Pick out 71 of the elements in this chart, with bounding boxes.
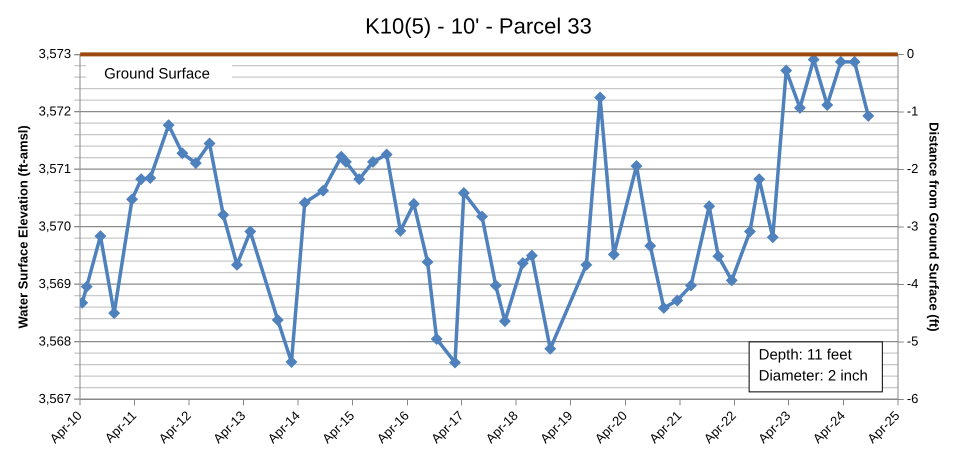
point — [581, 260, 592, 270]
point — [704, 200, 714, 212]
point — [340, 156, 352, 168]
y-axis-title: Water Surface Elevation (ft-amsl) — [15, 125, 30, 329]
point — [218, 210, 229, 220]
annotation: Depth: 11 feet — [758, 346, 853, 364]
point — [408, 198, 420, 210]
point — [245, 226, 256, 237]
point — [95, 230, 106, 242]
ref-line-label: Ground Surface — [104, 66, 210, 83]
chart-title: K10(5) - 10' - Parcel 33 — [365, 13, 592, 38]
point — [780, 65, 792, 76]
point — [163, 120, 174, 130]
point — [768, 232, 778, 242]
point — [658, 302, 670, 314]
y2-tick-label: -3 — [906, 218, 918, 234]
point — [594, 92, 606, 103]
point — [686, 280, 696, 291]
point — [450, 357, 460, 368]
point — [754, 174, 764, 184]
point — [336, 151, 347, 162]
point — [644, 240, 656, 252]
y2-tick-label: -2 — [906, 160, 918, 176]
point — [354, 174, 364, 184]
point — [381, 149, 392, 160]
point — [476, 211, 488, 222]
point — [836, 56, 846, 68]
point — [232, 260, 242, 270]
point — [863, 110, 874, 122]
point — [272, 314, 283, 326]
y2-tick-label: -4 — [906, 276, 918, 291]
annotation: Diameter: 2 inch — [758, 368, 868, 385]
y2-axis-title: Distance from Ground Surface (ft) — [926, 122, 942, 332]
point — [126, 194, 138, 205]
point — [431, 334, 442, 344]
point — [108, 308, 120, 318]
point — [526, 250, 538, 261]
point — [794, 102, 806, 114]
point — [545, 344, 556, 354]
point — [726, 275, 737, 286]
point — [299, 197, 310, 208]
point — [672, 295, 683, 306]
point — [422, 256, 433, 268]
y2-tick-label: -5 — [906, 333, 918, 348]
point — [608, 249, 620, 260]
y-tick-label: 3,568 — [38, 333, 72, 348]
point — [744, 226, 756, 237]
point — [490, 280, 502, 291]
y-tick-label: 3,573 — [38, 46, 72, 61]
y2-tick-label: -1 — [906, 103, 918, 118]
y-tick-label: 3,567 — [38, 390, 72, 406]
point — [458, 188, 470, 198]
point — [145, 172, 156, 184]
point — [286, 356, 297, 368]
y-tick-label: 3,569 — [38, 276, 72, 291]
point — [518, 258, 528, 268]
y-tick-label: 3,571 — [38, 160, 72, 176]
point — [204, 138, 215, 149]
y-tick-label: 3,570 — [38, 218, 72, 234]
point — [177, 148, 188, 159]
y-tick-label: 3,572 — [38, 103, 72, 118]
point — [190, 158, 202, 168]
point — [318, 185, 328, 196]
point — [849, 56, 860, 68]
point — [136, 174, 146, 184]
point — [713, 250, 724, 262]
point — [81, 281, 92, 292]
y2-tick-label: 0 — [906, 46, 914, 61]
point — [368, 156, 378, 168]
point — [395, 226, 406, 236]
y2-tick-label: -6 — [906, 390, 918, 406]
